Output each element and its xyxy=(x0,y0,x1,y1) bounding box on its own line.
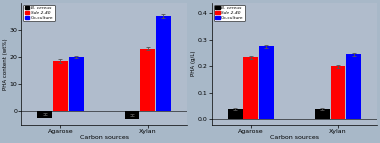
Bar xyxy=(53,61,68,111)
Bar xyxy=(259,46,274,119)
Bar xyxy=(37,114,52,118)
Bar xyxy=(243,57,258,119)
Bar xyxy=(156,16,171,111)
Y-axis label: PHA content (wt%): PHA content (wt%) xyxy=(3,38,8,90)
Bar xyxy=(140,49,155,111)
X-axis label: Carbon sources: Carbon sources xyxy=(270,135,319,140)
Bar xyxy=(53,61,68,111)
Bar xyxy=(331,66,345,119)
Bar xyxy=(69,57,84,111)
Bar xyxy=(69,57,84,111)
Bar xyxy=(140,49,155,111)
Legend: B. cereus, Sde 2-40, Co-culture: B. cereus, Sde 2-40, Co-culture xyxy=(214,5,245,21)
Bar xyxy=(156,16,171,111)
Bar xyxy=(331,66,345,119)
Bar xyxy=(37,111,52,114)
Bar xyxy=(346,54,361,119)
Bar xyxy=(315,109,330,119)
Bar xyxy=(125,111,139,115)
Bar xyxy=(228,109,242,119)
Bar xyxy=(259,46,274,119)
Bar xyxy=(346,54,361,119)
Y-axis label: PHA (g/L): PHA (g/L) xyxy=(191,51,196,77)
X-axis label: Carbon sources: Carbon sources xyxy=(79,135,128,140)
Legend: B. cereus, Sde 2-40, Co-culture: B. cereus, Sde 2-40, Co-culture xyxy=(24,5,54,21)
Bar xyxy=(243,57,258,119)
Bar xyxy=(228,109,242,119)
Bar xyxy=(125,115,139,119)
Bar xyxy=(315,109,330,119)
